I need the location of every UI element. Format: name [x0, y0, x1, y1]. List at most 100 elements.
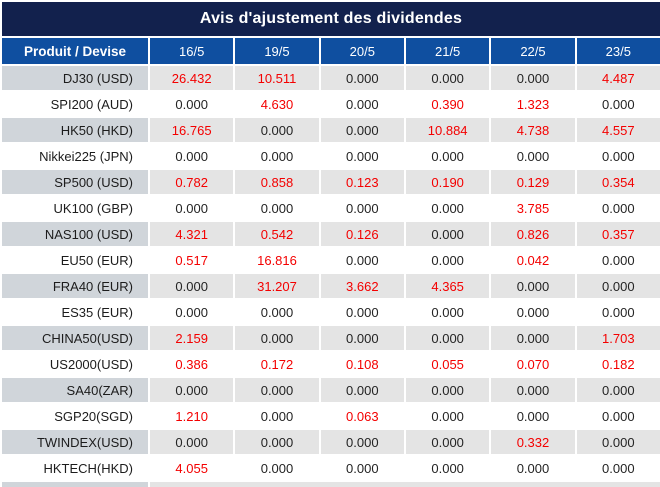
value-cell: 4.055: [150, 456, 234, 480]
column-header-date: 20/5: [320, 38, 404, 64]
value-cell: 0.000: [491, 456, 575, 480]
value-cell: 0.000: [491, 66, 575, 90]
table-row: SP500 (USD) 0.782 0.858 0.123 0.190 0.129 0.35…: [2, 170, 660, 194]
value-cell: 4.487: [576, 66, 660, 90]
value-cell: 0.108: [320, 352, 404, 376]
product-cell: HKTECH(HKD): [2, 456, 148, 480]
value-cell: 16.765: [150, 118, 234, 142]
value-cell: 0.000: [235, 456, 319, 480]
value-cell: 0.000: [405, 196, 490, 220]
value-cell: 4.738: [491, 118, 575, 142]
value-cell: 0.000: [576, 196, 660, 220]
value-cell: 0.000: [235, 378, 319, 402]
value-cell: 0.858: [235, 170, 319, 194]
column-header-date: 21/5: [405, 38, 490, 64]
value-cell: 31.207: [235, 274, 319, 298]
value-cell: 0.826: [491, 222, 575, 246]
value-cell: 0.517: [150, 248, 234, 272]
value-cell: 0.000: [576, 404, 660, 428]
value-cell: 0.000: [576, 144, 660, 168]
value-cell: 0.182: [576, 352, 660, 376]
value-cell: 0.000: [320, 196, 404, 220]
value-cell: 0.000: [576, 430, 660, 454]
product-cell: NAS100 (USD): [2, 222, 148, 246]
product-cell: SPI200 (AUD): [2, 92, 148, 116]
product-cell: ES35 (EUR): [2, 300, 148, 324]
value-cell: 0.000: [491, 274, 575, 298]
value-cell: 0.123: [320, 170, 404, 194]
value-cell: 0.000: [405, 456, 490, 480]
value-cell: 0.042: [491, 248, 575, 272]
value-cell: 0.000: [320, 300, 404, 324]
value-cell: 0.000: [491, 326, 575, 350]
value-cell: 4.557: [576, 118, 660, 142]
value-cell: 0.000: [235, 144, 319, 168]
value-cell: 26.432: [150, 66, 234, 90]
value-cell: 0.000: [405, 404, 490, 428]
value-cell: 0.000: [405, 248, 490, 272]
value-cell: 0.063: [320, 404, 404, 428]
value-cell: 0.000: [235, 430, 319, 454]
value-cell: 0.000: [405, 326, 490, 350]
value-cell: 0.390: [405, 92, 490, 116]
product-cell: UK100 (GBP): [2, 196, 148, 220]
column-header-date: 23/5: [576, 38, 660, 64]
value-cell: 0.000: [150, 92, 234, 116]
value-cell: 0.055: [405, 352, 490, 376]
value-cell: 0.000: [405, 430, 490, 454]
value-cell: 0.000: [235, 326, 319, 350]
column-header-product: Produit / Devise: [2, 38, 148, 64]
product-cell: SP500 (USD): [2, 170, 148, 194]
product-cell: CHINA50(USD): [2, 326, 148, 350]
value-cell: 0.000: [320, 456, 404, 480]
value-cell: 0.332: [491, 430, 575, 454]
value-cell: 0.000: [405, 66, 490, 90]
value-cell: 0.000: [405, 378, 490, 402]
table-row: US2000(USD) 0.386 0.172 0.108 0.055 0.070 0.18…: [2, 352, 660, 376]
value-cell: 0.126: [320, 222, 404, 246]
value-cell: 0.357: [576, 222, 660, 246]
value-cell: 0.000: [235, 196, 319, 220]
product-cell: SGP20(SGD): [2, 404, 148, 428]
product-cell: Nikkei225 (JPN): [2, 144, 148, 168]
table-row: HKTECH(HKD) 4.055 0.000 0.000 0.000 0.000 0.00…: [2, 456, 660, 480]
value-cell: 2.159: [150, 326, 234, 350]
value-cell: 0.000: [150, 144, 234, 168]
value-cell: 0.000: [150, 274, 234, 298]
value-cell: 4.630: [235, 92, 319, 116]
value-cell: 0.000: [491, 300, 575, 324]
value-cell: 0.000: [235, 404, 319, 428]
value-cell: 0.000: [235, 118, 319, 142]
value-cell: 1.210: [150, 404, 234, 428]
table-row: TWINDEX(USD) 0.000 0.000 0.000 0.000 0.332 0.0…: [2, 430, 660, 454]
product-cell: DJ30 (USD): [2, 66, 148, 90]
value-cell: 1.703: [576, 326, 660, 350]
value-cell: 0.354: [576, 170, 660, 194]
value-cell: 0.000: [150, 300, 234, 324]
value-cell: 0.782: [150, 170, 234, 194]
value-cell: 0.000: [235, 300, 319, 324]
value-cell: 3.662: [320, 274, 404, 298]
value-cell: 0.000: [576, 274, 660, 298]
value-cell: 4.365: [405, 274, 490, 298]
value-cell: 0.000: [150, 430, 234, 454]
product-cell: EU50 (EUR): [2, 248, 148, 272]
value-cell: 0.070: [491, 352, 575, 376]
product-cell: FRA40 (EUR): [2, 274, 148, 298]
value-cell: 0.000: [405, 222, 490, 246]
product-cell: TWINDEX(USD): [2, 430, 148, 454]
value-cell: 0.000: [405, 144, 490, 168]
page-title: Avis d'ajustement des dividendes: [2, 2, 660, 36]
value-cell: 0.000: [150, 378, 234, 402]
value-cell: 10.511: [235, 66, 319, 90]
value-cell: 0.129: [491, 170, 575, 194]
value-cell: 0.000: [320, 118, 404, 142]
value-cell: 3.785: [491, 196, 575, 220]
table-row: SA40(ZAR) 0.000 0.000 0.000 0.000 0.000 0.000: [2, 378, 660, 402]
value-cell: 0.000: [405, 300, 490, 324]
table-row: SPI200 (AUD) 0.000 4.630 0.000 0.390 1.323 0.0…: [2, 92, 660, 116]
value-cell: 0.000: [491, 404, 575, 428]
value-cell: 0.000: [320, 326, 404, 350]
table-row: UK100 (GBP) 0.000 0.000 0.000 0.000 3.785 0.00…: [2, 196, 660, 220]
